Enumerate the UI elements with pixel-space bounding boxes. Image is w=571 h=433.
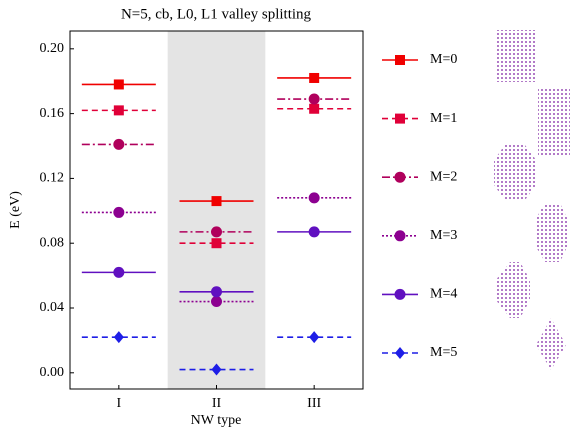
x-tick-label: III xyxy=(307,396,321,411)
legend-label: M=4 xyxy=(430,287,457,302)
marker xyxy=(395,113,405,124)
y-tick-label: 0.08 xyxy=(40,235,65,250)
marker xyxy=(113,79,124,90)
marker xyxy=(113,105,124,116)
legend-entry: M=1 xyxy=(382,111,457,126)
wire-shape xyxy=(496,262,530,318)
marker xyxy=(394,288,406,300)
wire-shape xyxy=(535,203,568,262)
y-tick-label: 0.20 xyxy=(40,41,65,56)
marker xyxy=(113,138,125,150)
marker xyxy=(211,238,222,249)
wire-shape xyxy=(538,88,570,155)
marker xyxy=(395,55,405,65)
x-axis-label: NW type xyxy=(191,413,242,428)
legend-entry: M=2 xyxy=(382,169,457,184)
x-tick-label: I xyxy=(116,396,121,411)
legend-label: M=3 xyxy=(430,228,457,243)
legend-entry: M=5 xyxy=(382,345,457,360)
marker xyxy=(309,72,320,83)
legend-label: M=1 xyxy=(430,111,457,126)
legend-label: M=2 xyxy=(430,169,457,184)
x-tick-label: II xyxy=(212,396,222,411)
chart-title: N=5, cb, L0, L1 valley splitting xyxy=(121,6,312,22)
y-axis-label: E (eV) xyxy=(8,191,23,229)
marker xyxy=(211,286,222,298)
wire-shape xyxy=(494,145,536,200)
highlight-band xyxy=(167,31,266,389)
marker xyxy=(394,171,406,183)
marker xyxy=(395,347,405,359)
marker xyxy=(309,331,320,344)
marker xyxy=(211,296,222,308)
y-tick-label: 0.04 xyxy=(40,300,65,315)
marker xyxy=(309,103,320,114)
wire-shape xyxy=(495,30,535,82)
y-tick-label: 0.16 xyxy=(40,106,65,121)
marker xyxy=(113,331,124,344)
marker xyxy=(308,93,320,105)
y-tick-label: 0.12 xyxy=(40,171,65,186)
wire-cross-sections xyxy=(494,30,570,370)
legend-entry: M=0 xyxy=(382,52,457,67)
marker xyxy=(308,192,320,204)
marker xyxy=(308,226,320,238)
legend-entry: M=3 xyxy=(382,228,457,243)
marker xyxy=(394,230,406,242)
marker xyxy=(113,266,125,278)
legend-label: M=0 xyxy=(430,52,457,67)
plot-frame xyxy=(69,30,364,390)
legend-entry: M=4 xyxy=(382,287,457,302)
legend-label: M=5 xyxy=(430,345,457,360)
marker xyxy=(211,363,222,376)
y-tick-label: 0.00 xyxy=(40,365,65,380)
marker xyxy=(211,196,222,207)
marker xyxy=(211,226,222,238)
marker xyxy=(113,206,125,218)
wire-shape xyxy=(536,318,566,370)
